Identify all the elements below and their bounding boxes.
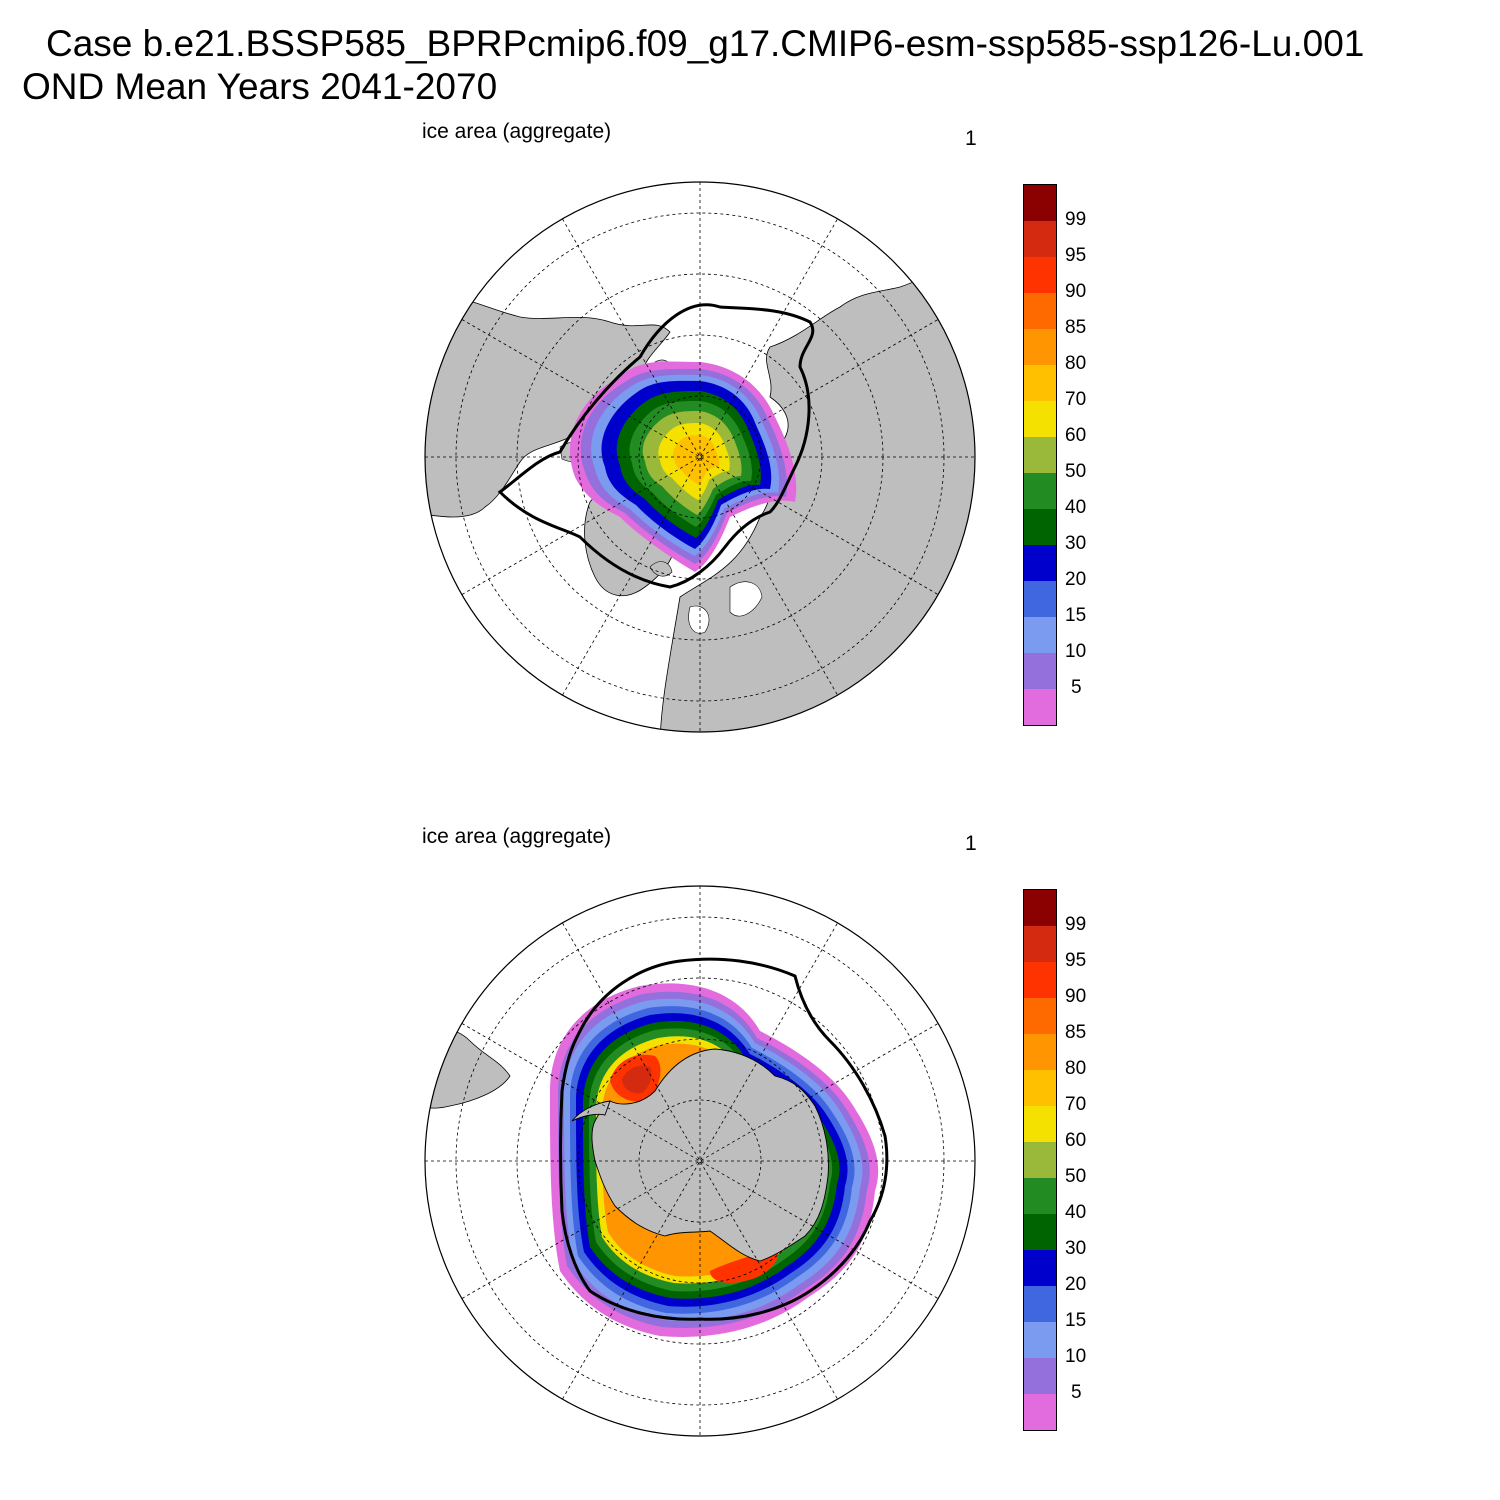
arctic-map — [424, 181, 976, 733]
colorbar-swatch — [1023, 961, 1057, 998]
colorbar-swatch — [1023, 364, 1057, 401]
ice-edge-contour — [559, 957, 889, 1321]
ice-edge-contour — [497, 303, 815, 589]
colorbar-swatch — [1023, 220, 1057, 257]
colorbar-tick-label: 30 — [1065, 1238, 1087, 1259]
colorbar-swatch — [1023, 925, 1057, 962]
colorbar-antarctic: 5 10 15 20 30 40 50 60 70 80 85 90 95 99 — [1023, 889, 1086, 1431]
colorbar-tick-label: 5 — [1071, 677, 1082, 698]
colorbar-tick-label: 60 — [1065, 1130, 1087, 1151]
graticule — [425, 182, 975, 732]
colorbar-swatch — [1023, 997, 1057, 1034]
figure-subtitle: OND Mean Years 2041-2070 — [22, 66, 498, 107]
panel-2-right-label: 1 — [965, 832, 977, 855]
panel-1-right-label: 1 — [965, 127, 977, 150]
colorbar-swatch — [1023, 1393, 1057, 1431]
colorbar-swatch — [1023, 1033, 1057, 1070]
colorbar-tick-label: 99 — [1065, 209, 1087, 230]
colorbar-swatch — [1023, 508, 1057, 545]
colorbar-swatch — [1023, 1105, 1057, 1142]
colorbar-tick-label: 80 — [1065, 353, 1087, 374]
land-eurasia — [659, 246, 975, 732]
colorbar-tick-label: 10 — [1065, 1346, 1087, 1367]
colorbar-tick-label: 70 — [1065, 1094, 1087, 1115]
colorbar-swatch — [1023, 544, 1057, 581]
colorbar-tick-label: 90 — [1065, 986, 1087, 1007]
ice-band-70 — [673, 435, 720, 485]
colorbar-swatch — [1023, 1357, 1057, 1394]
colorbar-swatch — [1023, 472, 1057, 509]
colorbar-tick-label: 15 — [1065, 605, 1087, 626]
colorbar-tick-label: 20 — [1065, 569, 1087, 590]
colorbar-swatch — [1023, 328, 1057, 365]
colorbar-arctic: 5 10 15 20 30 40 50 60 70 80 85 90 95 99 — [1023, 184, 1086, 726]
colorbar-tick-label: 80 — [1065, 1058, 1087, 1079]
colorbar-tick-label: 40 — [1065, 1202, 1087, 1223]
colorbar-swatch — [1023, 616, 1057, 653]
colorbar-swatch — [1023, 652, 1057, 689]
colorbar-swatch — [1023, 1249, 1057, 1286]
colorbar-swatch — [1023, 400, 1057, 437]
colorbar-tick-label: 60 — [1065, 425, 1087, 446]
colorbar-swatch — [1023, 889, 1057, 926]
colorbar-tick-label: 40 — [1065, 497, 1087, 518]
colorbar-swatch — [1023, 1177, 1057, 1214]
colorbar-tick-label: 85 — [1065, 1022, 1087, 1043]
panel-1-label: ice area (aggregate) — [422, 120, 612, 143]
colorbar-tick-label: 70 — [1065, 389, 1087, 410]
colorbar-tick-label: 50 — [1065, 461, 1087, 482]
colorbar-swatch — [1023, 688, 1057, 726]
colorbar-tick-label: 90 — [1065, 281, 1087, 302]
colorbar-tick-label: 15 — [1065, 1310, 1087, 1331]
colorbar-swatch — [1023, 184, 1057, 221]
colorbar-swatch — [1023, 580, 1057, 617]
figure-title: Case b.e21.BSSP585_BPRPcmip6.f09_g17.CMI… — [46, 23, 1365, 64]
panel-2-label: ice area (aggregate) — [422, 825, 612, 848]
colorbar-tick-label: 85 — [1065, 317, 1087, 338]
colorbar-tick-label: 30 — [1065, 533, 1087, 554]
colorbar-tick-label: 20 — [1065, 1274, 1087, 1295]
land-antarctica — [591, 1048, 829, 1262]
colorbar-swatch — [1023, 1069, 1057, 1106]
colorbar-swatch — [1023, 1141, 1057, 1178]
colorbar-tick-label: 50 — [1065, 1166, 1087, 1187]
antarctic-map — [424, 885, 976, 1437]
colorbar-tick-label: 95 — [1065, 950, 1087, 971]
colorbar-tick-label: 99 — [1065, 914, 1087, 935]
colorbar-tick-label: 10 — [1065, 641, 1087, 662]
colorbar-swatch — [1023, 292, 1057, 329]
colorbar-swatch — [1023, 436, 1057, 473]
colorbar-tick-label: 5 — [1071, 1382, 1082, 1403]
colorbar-swatch — [1023, 1321, 1057, 1358]
colorbar-swatch — [1023, 256, 1057, 293]
colorbar-tick-label: 95 — [1065, 245, 1087, 266]
graticule — [425, 886, 975, 1436]
colorbar-swatch — [1023, 1285, 1057, 1322]
colorbar-swatch — [1023, 1213, 1057, 1250]
